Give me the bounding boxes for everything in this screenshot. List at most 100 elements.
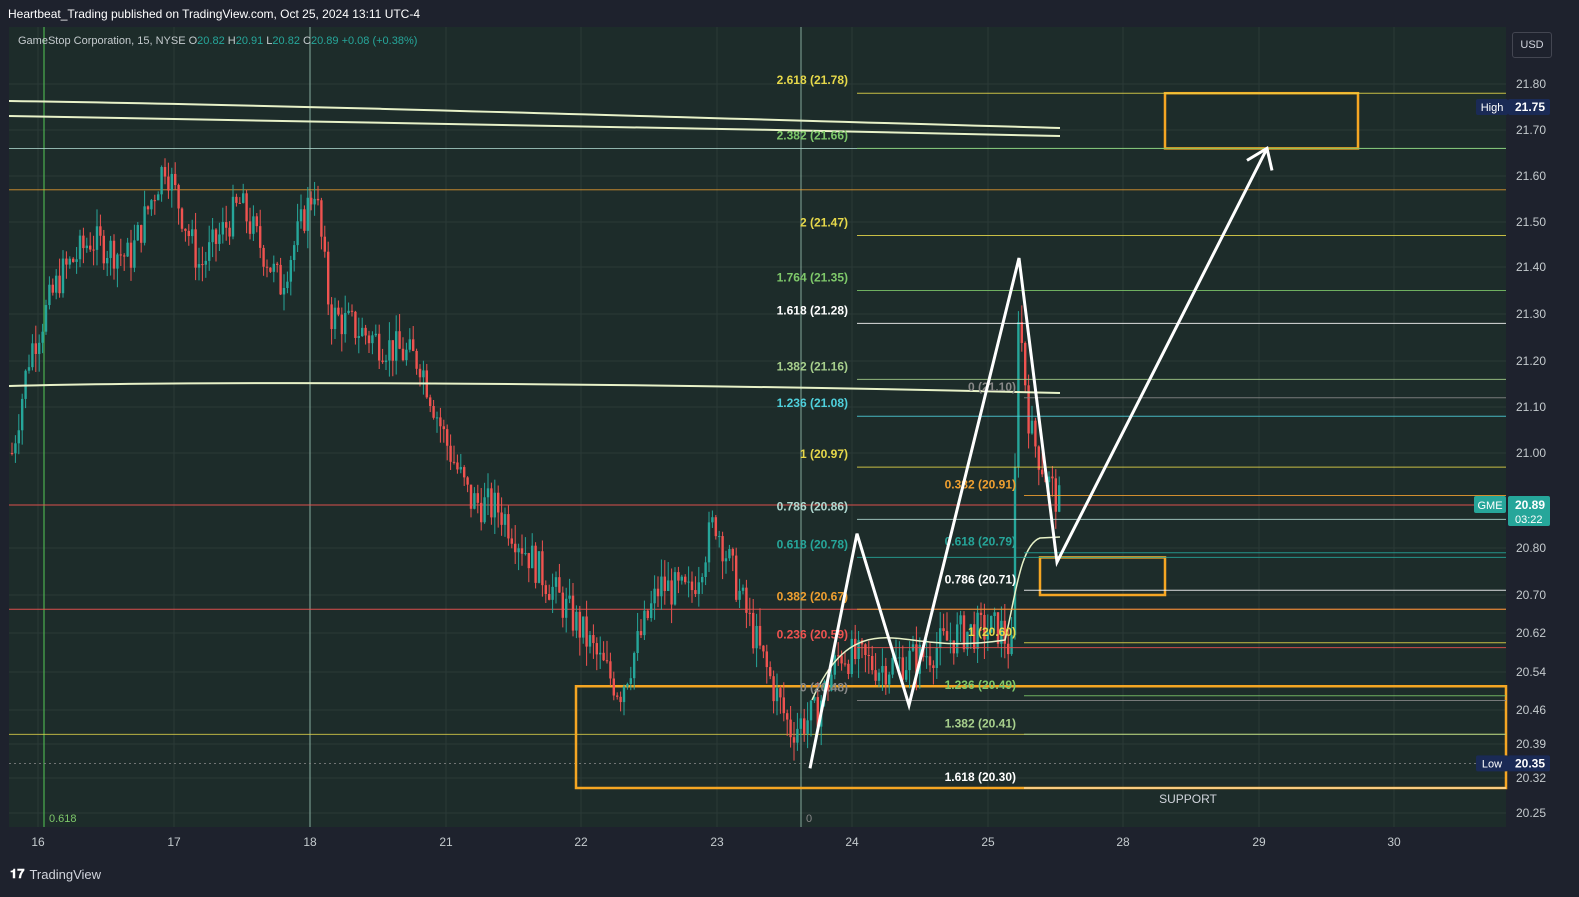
candle-body — [204, 260, 207, 265]
candle-body — [248, 221, 252, 234]
candle-body — [775, 688, 779, 702]
candle-body — [184, 228, 187, 231]
candle-body — [446, 429, 449, 446]
candle-body — [599, 652, 602, 655]
fibonacci-levels: 2.618 (21.78) 2.382 (21.66) 2 (21.47) 1.764… — [777, 73, 1506, 789]
candle-body — [571, 595, 575, 631]
candle-body — [286, 281, 289, 288]
candle-body — [17, 430, 20, 444]
y-tick-label: 20.54 — [1516, 665, 1546, 679]
candle-body — [816, 697, 819, 727]
candle-body — [837, 655, 840, 657]
candle-body — [537, 551, 541, 583]
candle-body — [891, 657, 894, 675]
x-axis-labels: 16 17 18 21 22 23 24 25 28 29 30 — [31, 835, 1401, 849]
candle-body — [755, 625, 758, 649]
candle-body — [762, 645, 765, 652]
x-tick-label: 16 — [31, 835, 45, 849]
y-tick-label: 21.60 — [1516, 169, 1546, 183]
candle-body — [235, 196, 238, 203]
candle-body — [796, 728, 799, 743]
candle-body — [126, 242, 129, 257]
candle-body — [466, 477, 469, 485]
candle-body — [265, 266, 269, 268]
candle-body — [809, 700, 813, 721]
candle-body — [1041, 469, 1044, 475]
candle-body — [626, 683, 629, 687]
currency-button[interactable]: USD — [1512, 32, 1552, 58]
candle-body — [170, 173, 173, 191]
candle-body — [1037, 446, 1040, 470]
candle-body — [262, 247, 265, 267]
candle-body — [157, 194, 160, 201]
brand-label: TradingView — [29, 866, 102, 882]
y-tick-label: 20.32 — [1516, 771, 1546, 785]
annotations: SUPPORT 0.618 0 — [49, 792, 1218, 825]
high-value: 20.91 — [235, 35, 264, 47]
y-axis-labels: 21.80 21.70 21.60 21.50 21.40 21.30 21.20 21.10… — [1516, 77, 1546, 820]
candle-body — [758, 625, 762, 646]
candle-body — [116, 254, 119, 269]
candle-body — [667, 580, 670, 591]
candle-body — [75, 259, 78, 262]
x-tick-label: 23 — [710, 835, 724, 849]
x-tick-label: 24 — [845, 835, 859, 849]
candle-body — [575, 611, 578, 631]
candle-body — [48, 284, 51, 306]
candle-body — [857, 640, 860, 660]
candle-body — [272, 263, 275, 272]
open-value: 20.82 — [197, 35, 225, 47]
candle-body — [276, 263, 279, 265]
candle-body — [255, 216, 258, 227]
candle-body — [687, 581, 690, 583]
candle-body — [129, 242, 133, 268]
candle-body — [592, 635, 595, 644]
candle-body — [520, 548, 524, 554]
horizontal-levels — [9, 147, 1506, 764]
candle-body — [813, 697, 816, 701]
candle-body — [993, 612, 996, 617]
ma-short — [811, 536, 1061, 701]
candle-body — [58, 275, 61, 294]
candle-body — [939, 628, 942, 649]
low-value: 20.82 — [272, 35, 300, 47]
candle-body — [119, 254, 122, 256]
candle-body — [201, 264, 204, 266]
candle-body — [44, 305, 48, 332]
candle-body — [473, 493, 476, 509]
ma-long-lower — [8, 115, 1061, 137]
candle-body — [245, 193, 248, 222]
candle-body — [408, 339, 411, 350]
candle-body — [367, 335, 371, 344]
candle-body — [231, 196, 235, 237]
moving-averages — [8, 100, 1061, 701]
candle-body — [833, 655, 836, 675]
candle-body — [340, 314, 343, 335]
y-tick-label: 21.20 — [1516, 354, 1546, 368]
y-tick-label: 21.00 — [1516, 446, 1546, 460]
fib-label: 1.764 (21.35) — [777, 271, 848, 285]
candle-body — [299, 209, 303, 222]
candle-body — [673, 572, 677, 605]
fib-label: 0.786 (20.86) — [777, 499, 848, 513]
x-tick-label: 30 — [1387, 835, 1401, 849]
candle-body — [313, 198, 316, 205]
candle-body — [242, 193, 245, 203]
candle-body — [772, 676, 775, 702]
marker-label-badge — [1476, 99, 1508, 115]
fib-label: 2.382 (21.66) — [777, 128, 848, 142]
candle-body — [490, 488, 493, 518]
candle-body — [167, 176, 170, 191]
fib-label: 1.382 (21.16) — [777, 359, 848, 373]
candle-body — [14, 443, 17, 454]
candle-body — [881, 666, 884, 673]
tradingview-brand[interactable]: 𝟏𝟕 TradingView — [10, 866, 101, 882]
grid-lines — [9, 27, 1506, 827]
candle-body — [303, 209, 306, 231]
candle-body — [150, 200, 153, 210]
candle-body — [653, 588, 656, 604]
candle-body — [983, 614, 986, 640]
fib-label: 0.382 (20.67) — [777, 589, 848, 603]
candle-body — [337, 307, 340, 315]
